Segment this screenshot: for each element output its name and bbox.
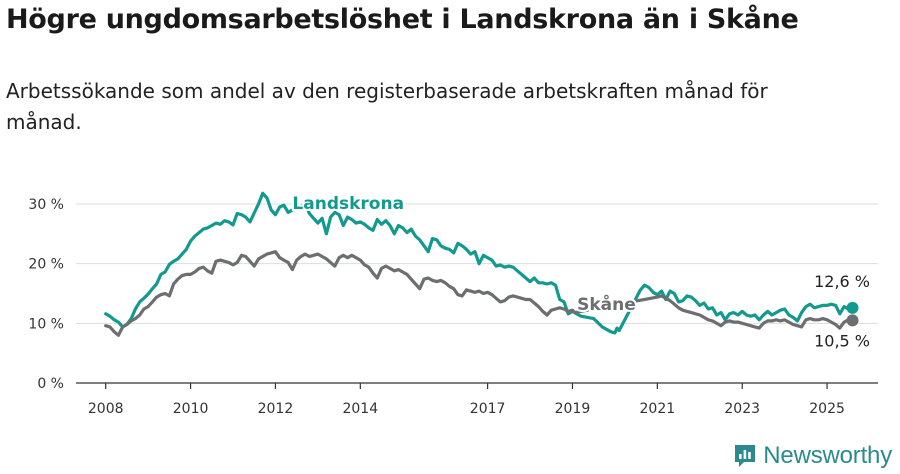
brand-name: Newsworthy [763, 442, 892, 469]
y-axis-ticks: 0 % 10 % 20 % 30 % [28, 197, 64, 392]
series-lines [104, 191, 859, 337]
x-tick-label: 2019 [555, 401, 591, 417]
series-labels: Landskrona 12,6 % Skåne 10,5 % [290, 192, 870, 351]
x-tick-label: 2017 [470, 401, 506, 417]
x-axis: 2008 2010 2012 2014 2017 2019 2021 2023 2025 [76, 382, 878, 417]
series-name-label: Skåne [577, 293, 636, 315]
x-tick-label: 2012 [258, 401, 294, 417]
newsworthy-logo-icon [735, 445, 756, 467]
y-tick-label: 0 % [37, 376, 64, 392]
end-value-label: 12,6 % [814, 272, 870, 291]
x-tick-label: 2014 [342, 401, 378, 417]
y-tick-label: 10 % [28, 316, 64, 332]
series-name-label: Landskrona [292, 194, 404, 214]
series-line-landskrona [104, 191, 855, 335]
chart-subtitle: Arbetssökande som andel av den registerb… [6, 79, 768, 134]
x-tick-label: 2021 [640, 401, 676, 417]
x-tick-label: 2023 [724, 401, 760, 417]
series-end-point [846, 301, 859, 314]
y-tick-label: 20 % [28, 257, 64, 273]
series-line-skane [104, 250, 855, 337]
y-tick-label: 30 % [28, 197, 64, 213]
x-tick-label: 2008 [88, 401, 124, 417]
chart-title: Högre ungdomsarbetslöshet i Landskrona ä… [6, 4, 799, 35]
brand: Newsworthy [733, 442, 892, 470]
x-tick-label: 2010 [173, 401, 209, 417]
grid-lines [76, 203, 878, 324]
series-end-point [846, 314, 859, 327]
x-tick-label: 2025 [809, 401, 845, 417]
end-value-label: 10,5 % [814, 331, 870, 350]
